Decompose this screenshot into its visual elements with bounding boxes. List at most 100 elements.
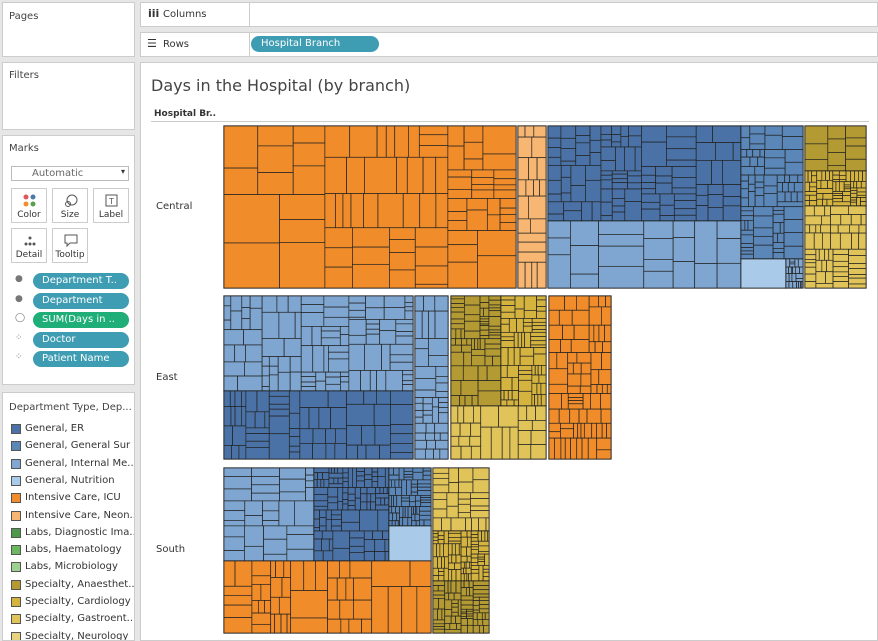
treemap-cell (518, 370, 533, 375)
treemap-cell (804, 205, 815, 217)
treemap-cell (466, 555, 472, 563)
treemap-cell (567, 393, 584, 398)
treemap-cell (342, 481, 349, 488)
treemap-cell (740, 243, 754, 248)
treemap-cell (757, 156, 765, 167)
treemap-cell (334, 467, 338, 474)
treemap-cell (341, 521, 360, 532)
treemap-cell (383, 307, 406, 320)
row-label: South (156, 544, 186, 555)
treemap-cell (249, 295, 263, 309)
treemap-cell (753, 227, 774, 237)
treemap-cell (517, 261, 526, 289)
treemap-cell (352, 227, 390, 248)
treemap-cell (459, 422, 472, 437)
rows-pill[interactable]: Hospital Branch (251, 36, 379, 52)
treemap-cell (611, 188, 626, 199)
treemap-cell (387, 586, 403, 634)
pill-icon: ● (15, 274, 23, 284)
mark-pill[interactable]: Patient Name (33, 351, 129, 367)
treemap-cell (450, 405, 459, 424)
treemap-cell (374, 551, 386, 562)
treemap-cell (548, 408, 560, 424)
treemap-cell (493, 189, 517, 199)
treemap-cell (588, 341, 596, 353)
treemap-cell (438, 412, 449, 424)
treemap-cell (336, 577, 347, 601)
treemap-cell (450, 365, 464, 381)
treemap-cell (801, 281, 804, 289)
treemap-cell (641, 125, 667, 143)
legend-swatch (11, 458, 21, 469)
treemap-cell (389, 239, 416, 253)
treemap-cell (589, 152, 602, 166)
treemap-cell (299, 443, 313, 460)
treemap-cell (435, 366, 449, 377)
treemap-cell (785, 266, 789, 274)
treemap-cell (784, 174, 790, 183)
treemap-cell (438, 567, 445, 572)
legend-label: Specialty, Cardiology (25, 596, 131, 607)
treemap-cell (450, 380, 462, 396)
treemap-cell (764, 134, 783, 150)
color-button[interactable]: Color (11, 188, 47, 223)
treemap-cell (478, 517, 487, 532)
mark-pill[interactable]: SUM(Days in .. (33, 312, 129, 328)
treemap-cell (811, 175, 818, 183)
treemap-cell (783, 206, 804, 220)
detail-button[interactable]: Detail (11, 228, 47, 263)
treemap-cell (300, 312, 325, 327)
treemap-cell (347, 467, 353, 488)
treemap-cell (470, 565, 480, 570)
treemap-cell (231, 445, 240, 460)
treemap-cell (425, 432, 435, 441)
treemap-cell (300, 376, 317, 383)
treemap-cell (223, 361, 245, 377)
treemap-cell (331, 467, 335, 474)
treemap-cell (419, 193, 437, 229)
mark-pill[interactable]: Department T.. (33, 273, 129, 289)
treemap-cell (249, 307, 263, 331)
treemap-cell (389, 343, 414, 356)
size-button[interactable]: Size (52, 188, 88, 223)
treemap-cell (460, 573, 465, 582)
treemap-cell (472, 604, 480, 611)
treemap-cell (455, 615, 462, 624)
treemap-cell (641, 208, 661, 222)
treemap-cell (319, 525, 327, 532)
mark-pill[interactable]: Doctor (33, 331, 129, 348)
treemap-cell (325, 383, 341, 392)
treemap-cell (783, 219, 804, 233)
treemap-cell (415, 500, 422, 508)
treemap-cell (522, 322, 533, 327)
treemap-cell (294, 311, 302, 339)
treemap-cell (856, 197, 861, 207)
treemap-cell (292, 142, 326, 167)
treemap-cell (447, 230, 478, 246)
label-button[interactable]: T Label (93, 188, 129, 223)
treemap-cell (547, 193, 562, 203)
treemap-cell (290, 560, 305, 591)
mark-pill[interactable]: Department (33, 292, 129, 309)
treemap-cell (414, 265, 449, 285)
treemap-cell (851, 232, 860, 250)
treemap-cell (573, 324, 590, 340)
treemap-cell (395, 335, 414, 345)
treemap-cell (712, 125, 742, 143)
treemap-cell (450, 445, 462, 460)
treemap-cell (764, 167, 786, 176)
treemap-cell (353, 599, 373, 620)
mark-type: Automatic (32, 168, 84, 179)
treemap-cell (388, 486, 396, 496)
treemap-cell (313, 527, 320, 532)
treemap-cell (439, 543, 444, 558)
treemap-cell (853, 181, 858, 189)
treemap-cell (547, 220, 571, 239)
treemap-cell (500, 347, 509, 366)
treemap-cell (268, 374, 279, 392)
treemap-cell (517, 218, 531, 234)
mark-type-dropdown[interactable]: Automatic ▾ (11, 166, 129, 181)
treemap-cell (850, 170, 855, 182)
treemap-cell (414, 513, 420, 522)
tooltip-button[interactable]: Tooltip (52, 228, 88, 263)
